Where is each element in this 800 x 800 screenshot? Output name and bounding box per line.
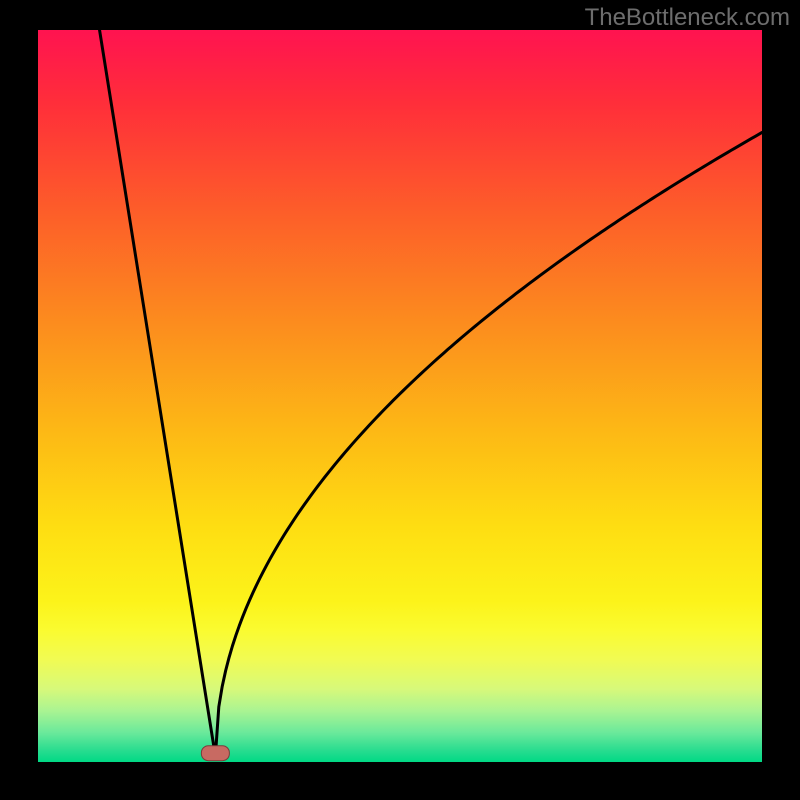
optimal-point-marker [201,746,229,761]
bottleneck-chart [0,0,800,800]
chart-container: TheBottleneck.com [0,0,800,800]
watermark-text: TheBottleneck.com [585,4,790,32]
plot-area [38,30,762,762]
